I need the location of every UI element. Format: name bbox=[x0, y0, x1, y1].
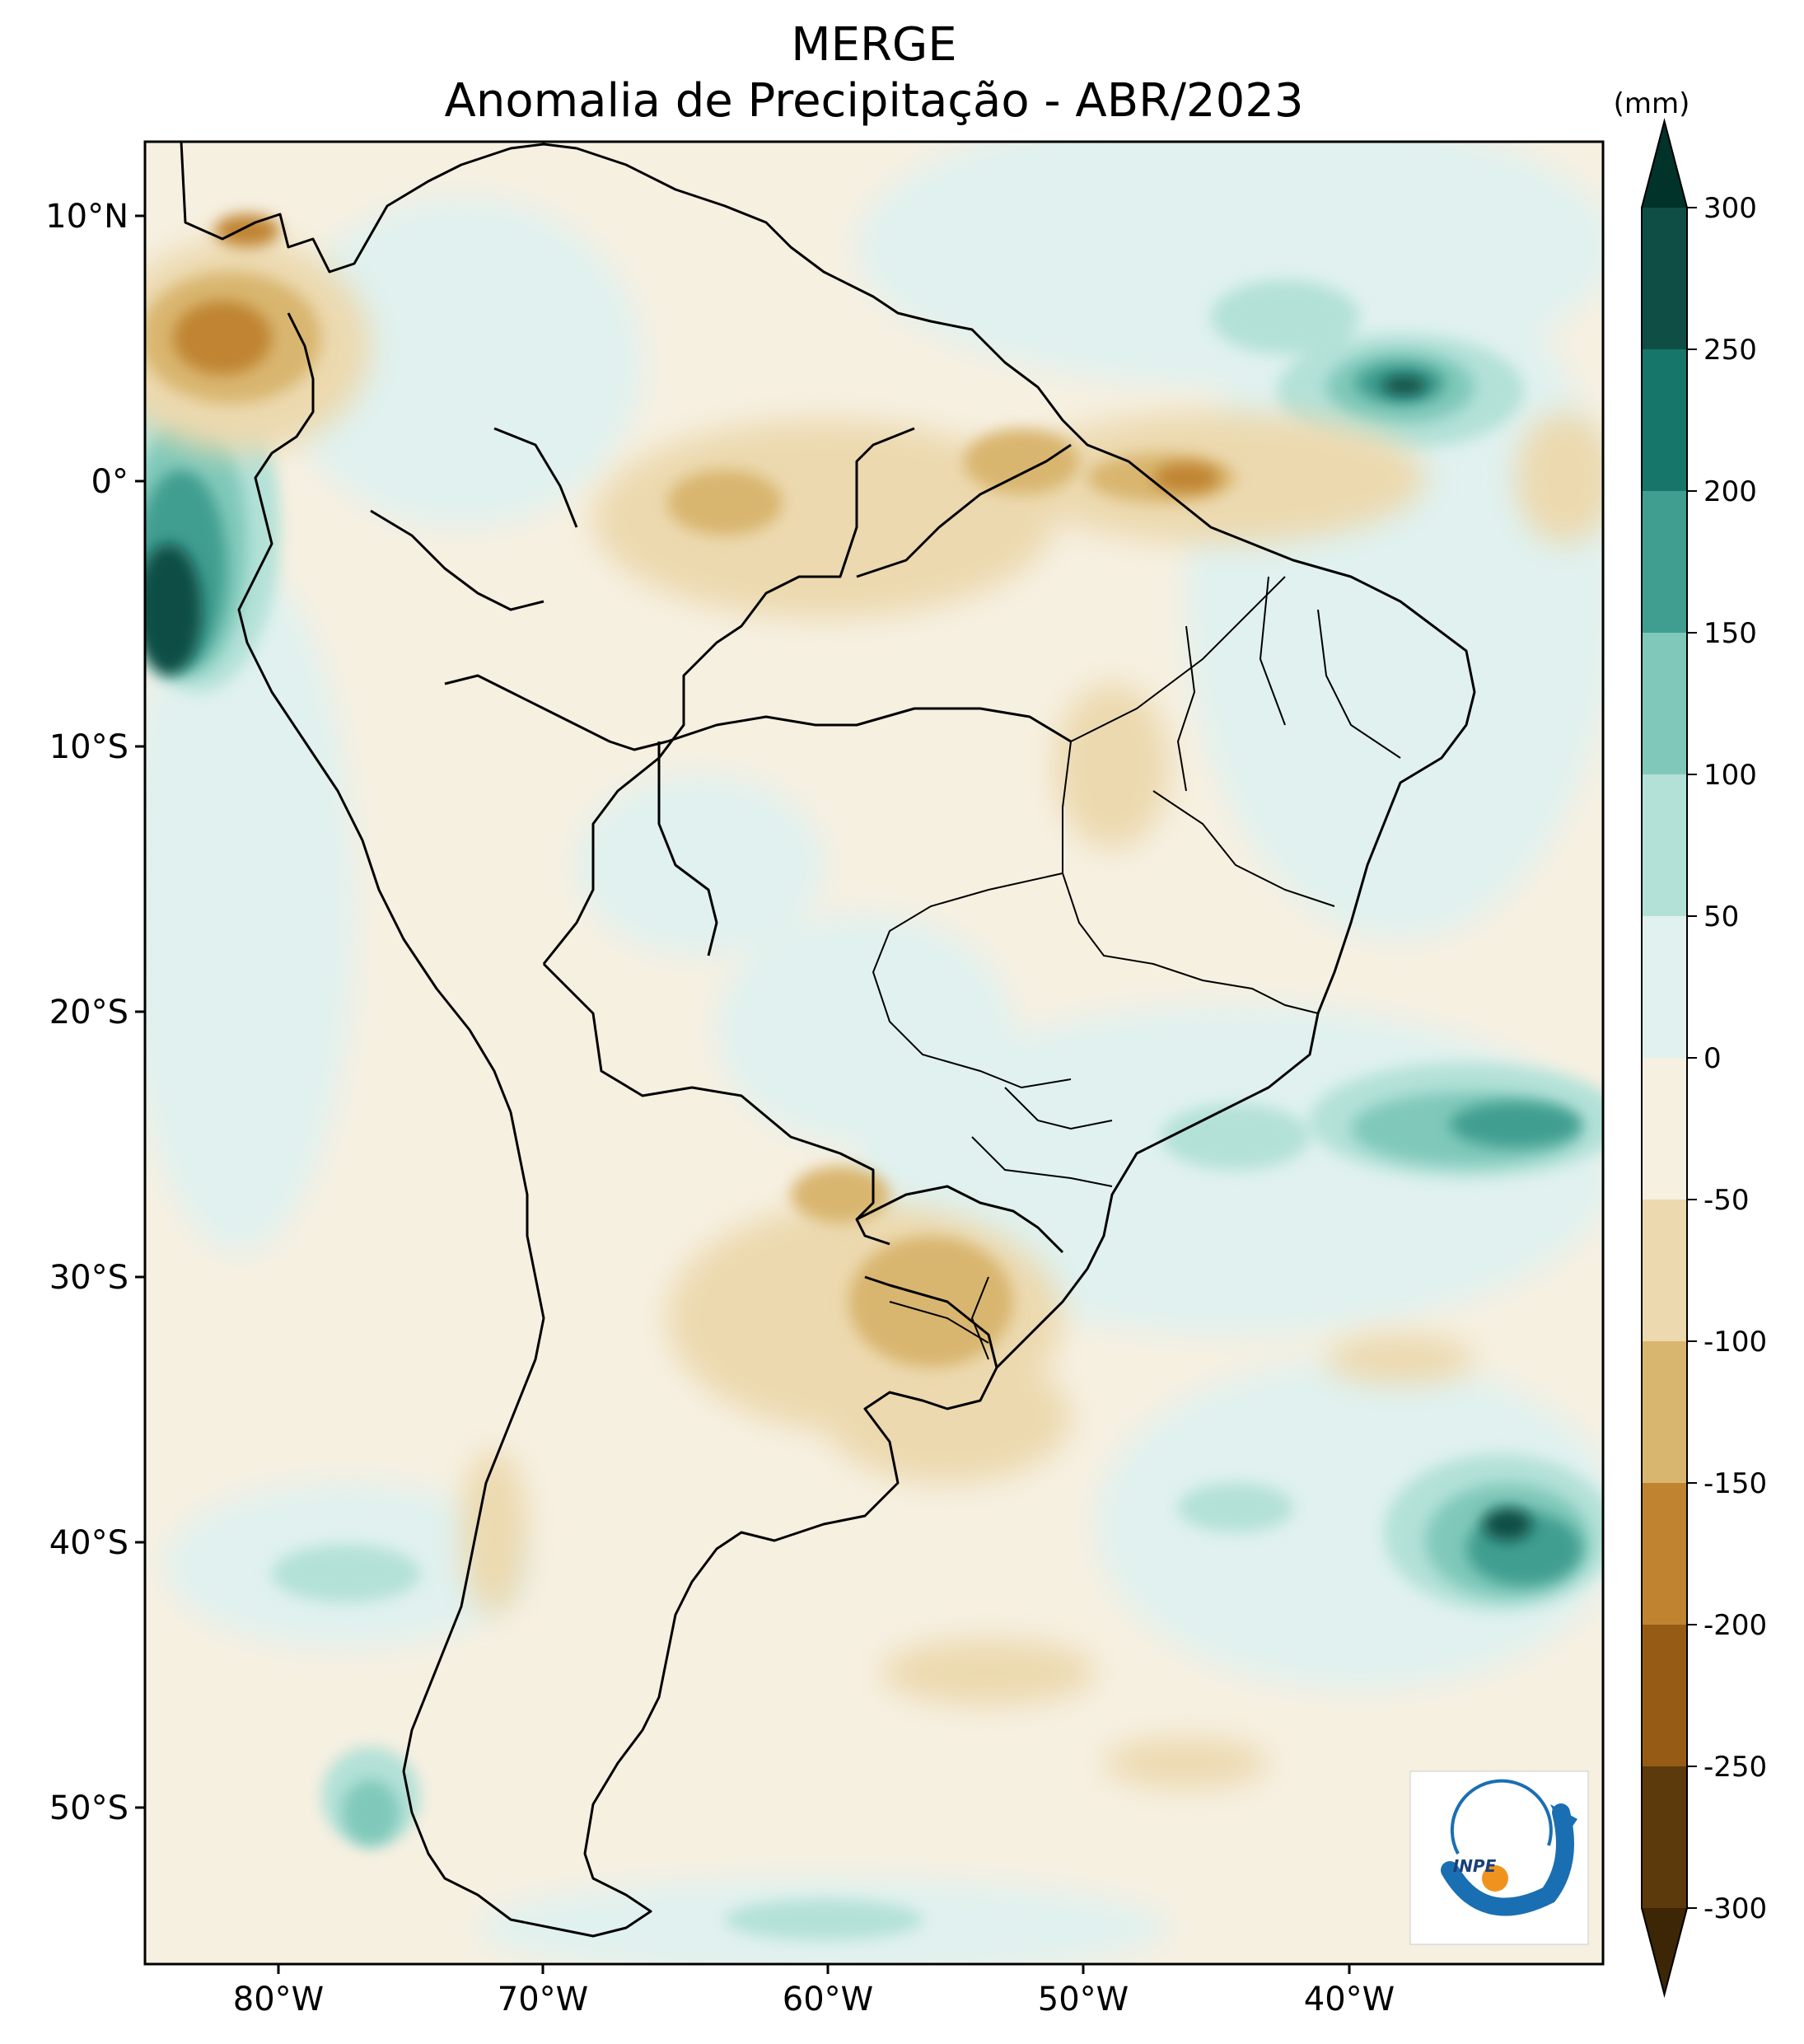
lon-tick-labels: 80°W 70°W 60°W 50°W 40°W bbox=[233, 1981, 1395, 2018]
border-uruguay bbox=[864, 1275, 998, 1368]
lon-tick-label: 50°W bbox=[1038, 1981, 1129, 2018]
colorbar-segment bbox=[1642, 349, 1687, 492]
border-argentina-brazil bbox=[856, 1185, 1064, 1254]
map-plot-area: INPE bbox=[145, 142, 1603, 1964]
anomaly-over-250-field bbox=[145, 376, 1532, 1541]
colorbar-tick-label: 0 bbox=[1704, 1042, 1722, 1075]
lat-tick-marks bbox=[135, 214, 145, 1809]
lat-tick-label: 40°S bbox=[49, 1524, 129, 1562]
map-subtitle: Anomalia de Precipitação - ABR/2023 bbox=[444, 74, 1304, 128]
colorbar-segment bbox=[1642, 916, 1687, 1059]
colorbar-segment bbox=[1642, 1766, 1687, 1909]
coastline bbox=[180, 142, 1476, 1938]
colorbar-tick-label: -300 bbox=[1704, 1892, 1767, 1925]
border-ecuador-peru bbox=[370, 509, 544, 611]
map-frame bbox=[143, 140, 1605, 1966]
colorbar-segment bbox=[1642, 208, 1687, 350]
colorbar-unit: (mm) bbox=[1613, 87, 1690, 120]
anomaly-neg-150-250-field bbox=[173, 214, 1219, 493]
lon-tick-label: 60°W bbox=[783, 1981, 873, 2018]
colorbar-segment bbox=[1642, 1058, 1687, 1200]
state-borders bbox=[872, 576, 1401, 1360]
lat-tick-label: 0° bbox=[91, 463, 129, 501]
lon-tick-label: 40°W bbox=[1304, 1981, 1395, 2018]
map-title: MERGE bbox=[791, 18, 957, 72]
border-peru-bolivia bbox=[444, 674, 1072, 751]
lat-tick-labels: 10°N 0° 10°S 20°S 30°S 40°S 50°S bbox=[45, 198, 129, 1827]
lat-tick-label: 10°N bbox=[45, 198, 129, 236]
lon-tick-label: 80°W bbox=[233, 1981, 324, 2018]
colorbar-tick-label: 50 bbox=[1704, 900, 1739, 933]
country-borders bbox=[180, 142, 1476, 1938]
border-colombia bbox=[493, 427, 578, 528]
logo-text: INPE bbox=[1453, 1856, 1497, 1876]
colorbar-tick-label: 150 bbox=[1704, 617, 1757, 650]
colorbar-segment bbox=[1642, 1483, 1687, 1625]
colorbar-tick-label: -50 bbox=[1704, 1184, 1750, 1217]
colorbar-tick-label: -150 bbox=[1704, 1467, 1767, 1500]
border-brazil-north bbox=[856, 443, 1072, 578]
lat-tick-label: 30°S bbox=[49, 1259, 129, 1297]
lon-tick-label: 70°W bbox=[498, 1981, 588, 2018]
colorbar-extension-top bbox=[1642, 121, 1687, 208]
lon-tick-marks bbox=[277, 1964, 1351, 1974]
colorbar-tick-label: 250 bbox=[1704, 334, 1757, 367]
colorbar-segment bbox=[1642, 774, 1687, 917]
lat-tick-label: 10°S bbox=[49, 728, 129, 766]
colorbar-tick-label: -200 bbox=[1704, 1609, 1767, 1642]
border-brazil-west bbox=[542, 427, 915, 965]
colorbar-segment bbox=[1642, 1200, 1687, 1342]
border-bolivia bbox=[657, 741, 718, 957]
colorbar bbox=[1641, 118, 1688, 1998]
colorbar-tick-label: 100 bbox=[1704, 759, 1757, 792]
colorbar-ticks: 300 250 200 150 100 50 0 -50 -100 -150 -200 -250 -30… bbox=[1687, 192, 1767, 1925]
colorbar-tick-label: 200 bbox=[1704, 475, 1757, 508]
colorbar-tick-label: -100 bbox=[1704, 1326, 1767, 1359]
inpe-logo: INPE bbox=[1409, 1770, 1589, 1945]
colorbar-extension-bottom bbox=[1642, 1908, 1687, 1995]
colorbar-segment bbox=[1642, 633, 1687, 775]
colorbar-tick-label: -250 bbox=[1704, 1751, 1767, 1784]
colorbar-segment bbox=[1642, 1625, 1687, 1767]
colorbar-tick-label: 300 bbox=[1704, 192, 1757, 225]
colorbar-segment bbox=[1642, 491, 1687, 634]
lat-tick-label: 50°S bbox=[49, 1789, 129, 1827]
colorbar-segment bbox=[1642, 1341, 1687, 1484]
lat-tick-label: 20°S bbox=[49, 994, 129, 1031]
